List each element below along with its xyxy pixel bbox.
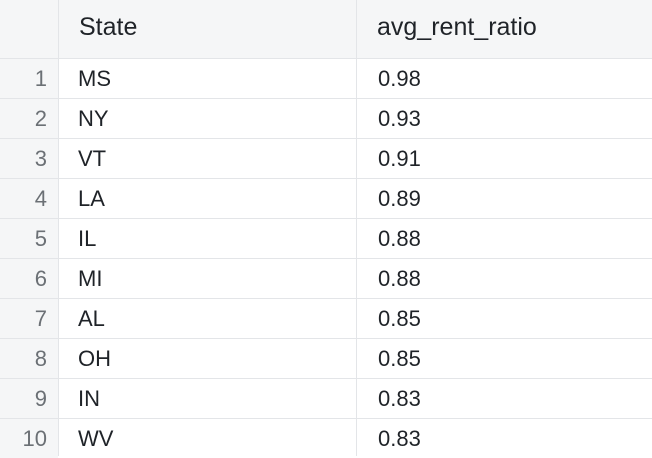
state-cell[interactable]: WV [78, 426, 114, 451]
table-row[interactable]: 1 MS 0.98 [0, 59, 652, 99]
row-index: 9 [0, 379, 47, 418]
state-column-label: State [79, 13, 138, 41]
state-cell[interactable]: AL [78, 306, 105, 331]
state-cell[interactable]: NY [78, 106, 109, 131]
row-index: 10 [0, 419, 47, 458]
column-divider [58, 0, 59, 456]
table-header: State avg_rent_ratio [0, 0, 652, 59]
avg-rent-ratio-column-label: avg_rent_ratio [377, 13, 537, 41]
avg-rent-ratio-cell[interactable]: 0.91 [378, 146, 421, 171]
state-cell[interactable]: OH [78, 346, 111, 371]
table-row[interactable]: 3 VT 0.91 [0, 139, 652, 179]
table-body: 1 MS 0.98 2 NY 0.93 3 VT 0.91 4 LA 0.89 … [0, 59, 652, 458]
avg-rent-ratio-cell[interactable]: 0.85 [378, 346, 421, 371]
state-cell[interactable]: VT [78, 146, 107, 171]
table-row[interactable]: 7 AL 0.85 [0, 299, 652, 339]
avg-rent-ratio-cell[interactable]: 0.98 [378, 66, 421, 91]
table-row[interactable]: 5 IL 0.88 [0, 219, 652, 259]
state-column-header[interactable]: State [59, 0, 356, 58]
table-row[interactable]: 9 IN 0.83 [0, 379, 652, 419]
column-divider [356, 0, 357, 456]
avg-rent-ratio-cell[interactable]: 0.83 [378, 426, 421, 451]
table-row[interactable]: 4 LA 0.89 [0, 179, 652, 219]
avg-rent-ratio-cell[interactable]: 0.88 [378, 226, 421, 251]
row-index: 4 [0, 179, 47, 218]
state-cell[interactable]: MI [78, 266, 103, 291]
avg-rent-ratio-cell[interactable]: 0.89 [378, 186, 421, 211]
state-cell[interactable]: LA [78, 186, 105, 211]
table-row[interactable]: 8 OH 0.85 [0, 339, 652, 379]
row-index: 6 [0, 259, 47, 298]
avg-rent-ratio-cell[interactable]: 0.85 [378, 306, 421, 331]
table-row[interactable]: 2 NY 0.93 [0, 99, 652, 139]
row-index: 8 [0, 339, 47, 378]
row-index: 2 [0, 99, 47, 138]
table-row[interactable]: 10 WV 0.83 [0, 419, 652, 458]
table-row[interactable]: 6 MI 0.88 [0, 259, 652, 299]
avg-rent-ratio-cell[interactable]: 0.93 [378, 106, 421, 131]
state-cell[interactable]: MS [78, 66, 111, 91]
state-cell[interactable]: IL [78, 226, 97, 251]
index-column-header[interactable] [0, 0, 58, 58]
row-index: 5 [0, 219, 47, 258]
avg-rent-ratio-column-header[interactable]: avg_rent_ratio [357, 0, 652, 58]
row-index: 7 [0, 299, 47, 338]
state-cell[interactable]: IN [78, 386, 100, 411]
avg-rent-ratio-cell[interactable]: 0.88 [378, 266, 421, 291]
avg-rent-ratio-cell[interactable]: 0.83 [378, 386, 421, 411]
row-index: 1 [0, 59, 47, 98]
row-index: 3 [0, 139, 47, 178]
